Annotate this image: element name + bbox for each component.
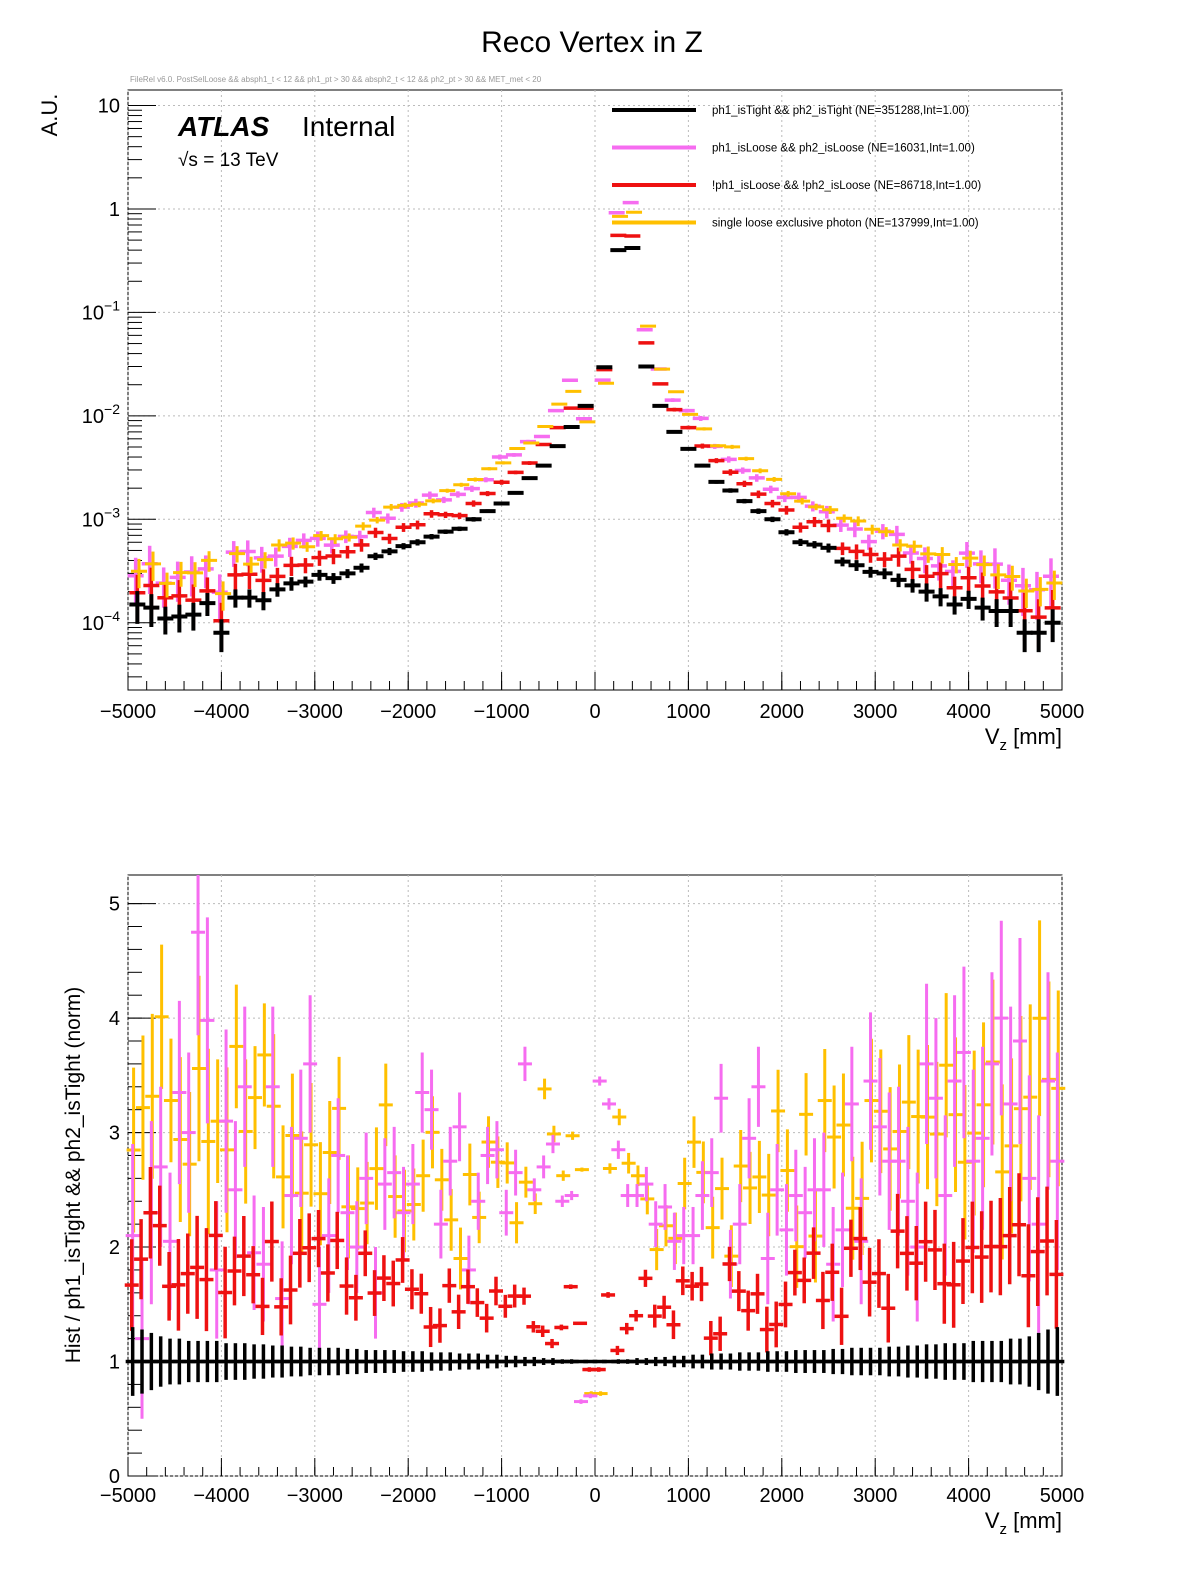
top-xtick-label: 2000 — [760, 701, 805, 723]
ratio-xtick-label: −4000 — [193, 1485, 249, 1507]
ratio-xtick-label: −5000 — [100, 1485, 156, 1507]
legend-label-loose: ph1_isLoose && ph2_isLoose (NE=16031,Int… — [712, 143, 975, 155]
atlas-status: Internal — [302, 111, 395, 142]
ratio-xtick-label: 5000 — [1040, 1485, 1085, 1507]
top-xtick-label: 3000 — [853, 701, 898, 723]
top-xtick-label: −3000 — [287, 701, 343, 723]
selection-caption: FileRel v6.0. PostSelLoose && absph1_t <… — [130, 75, 542, 84]
top-ytick-label: 10−2 — [82, 401, 120, 428]
top-xlabel: Vz [mm] — [985, 724, 1062, 754]
legend-label-single: single loose exclusive photon (NE=137999… — [712, 218, 979, 230]
energy-label: √s = 13 TeV — [178, 150, 279, 171]
ratio-xlabel: Vz [mm] — [985, 1508, 1062, 1538]
chart-title: Reco Vertex in Z — [481, 26, 703, 59]
legend: ph1_isTight && ph2_isTight (NE=351288,In… — [612, 105, 981, 230]
ratio-ytick-label: 2 — [109, 1237, 120, 1259]
ratio-ytick-label: 4 — [109, 1008, 120, 1030]
top-xtick-label: 5000 — [1040, 701, 1085, 723]
top-plot: −5000 −4000 −3000 −2000 −1000 0 1000 2000 3000 40… — [37, 89, 1085, 754]
ratio-ytick-label: 3 — [109, 1123, 120, 1145]
top-xtick-label: −5000 — [100, 701, 156, 723]
top-xtick-label: 1000 — [666, 701, 711, 723]
top-ytick-label: 10−1 — [82, 297, 120, 324]
ratio-xtick-label: 1000 — [666, 1485, 711, 1507]
top-xtick-label: −2000 — [380, 701, 436, 723]
ratio-xtick-label: −3000 — [287, 1485, 343, 1507]
ratio-ytick-label: 5 — [109, 894, 120, 916]
ratio-ytick-label: 0 — [109, 1466, 120, 1488]
top-xtick-label: 0 — [589, 701, 600, 723]
ratio-ylabel: Hist / ph1_isTight && ph2_isTight (norm) — [62, 987, 85, 1364]
atlas-brand: ATLAS — [177, 111, 270, 142]
ratio-xtick-label: 3000 — [853, 1485, 898, 1507]
top-ytick-label: 10−4 — [82, 608, 120, 635]
top-ytick-label: 10−3 — [82, 504, 120, 531]
legend-label-notloose: !ph1_isLoose && !ph2_isLoose (NE=86718,I… — [712, 180, 981, 192]
ratio-xtick-label: 2000 — [760, 1485, 805, 1507]
ratio-xtick-label: −2000 — [380, 1485, 436, 1507]
top-xtick-label: −1000 — [474, 701, 530, 723]
ratio-plot: −5000 −4000 −3000 −2000 −1000 0 1000 2000 3000 40… — [62, 874, 1085, 1538]
legend-label-tight: ph1_isTight && ph2_isTight (NE=351288,In… — [712, 105, 969, 117]
ratio-xtick-label: 0 — [589, 1485, 600, 1507]
ratio-ytick-label: 1 — [109, 1352, 120, 1374]
atlas-label: ATLAS Internal √s = 13 TeV — [177, 111, 395, 171]
top-ytick-label: 1 — [109, 199, 120, 221]
ratio-xtick-label: 4000 — [946, 1485, 991, 1507]
top-xtick-label: −4000 — [193, 701, 249, 723]
ratio-xtick-label: −1000 — [474, 1485, 530, 1507]
top-xtick-label: 4000 — [946, 701, 991, 723]
top-ylabel: A.U. — [37, 94, 62, 137]
top-ytick-label: 10 — [98, 96, 120, 118]
